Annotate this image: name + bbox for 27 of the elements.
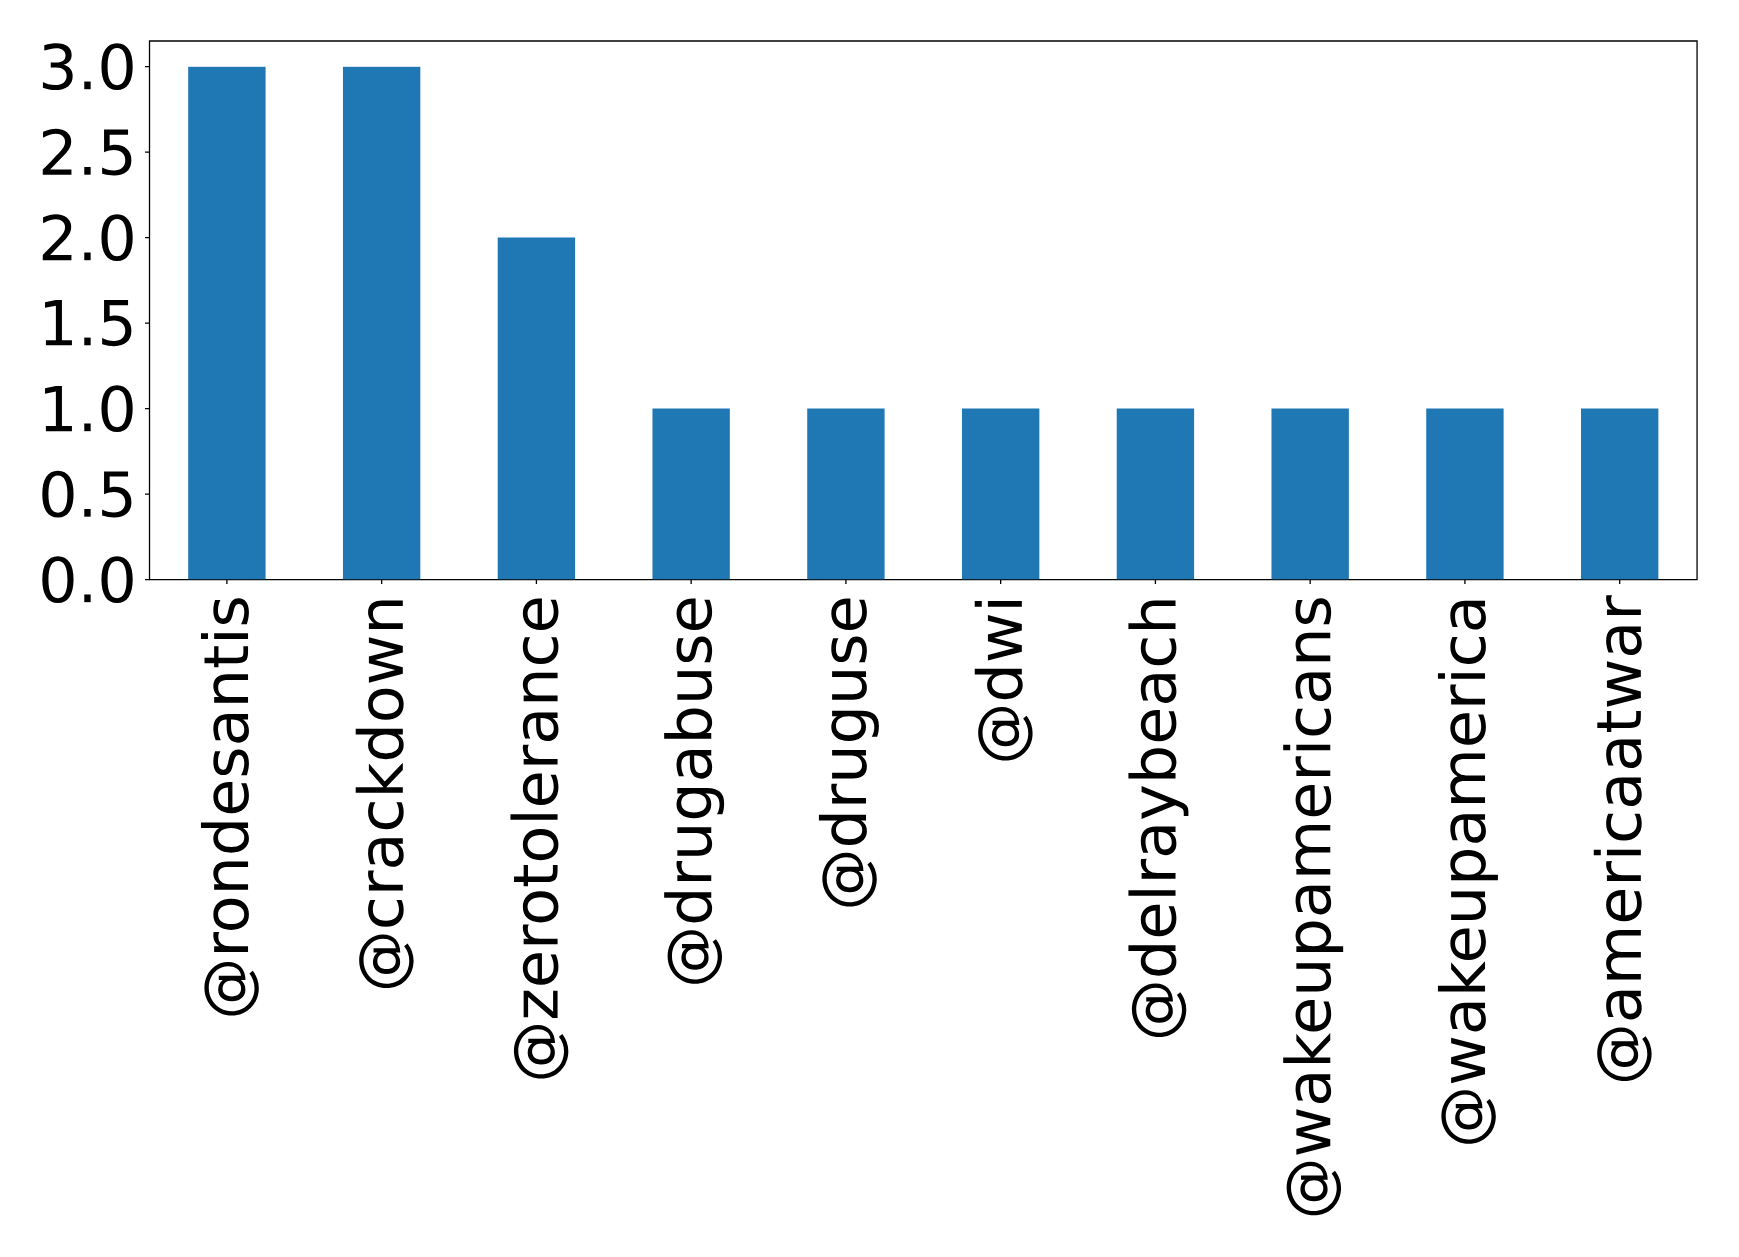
y-tick-label: 0.0 — [42, 556, 133, 604]
bar — [497, 237, 576, 580]
y-tick-label: 0.5 — [42, 470, 132, 518]
x-tick-label: @delraybeach — [1128, 600, 1189, 1037]
x-tick-label: @drugabuse — [664, 598, 725, 984]
x-tick-label: @dwi — [974, 601, 1033, 761]
x-tick-label: @wakeupamerica — [1437, 600, 1498, 1144]
y-tick-label: 1.5 — [45, 300, 132, 347]
y-tick-label: 2.5 — [42, 128, 132, 176]
bar — [1116, 408, 1195, 580]
y-tick-label: 3.0 — [42, 43, 133, 91]
x-tick-label: @druguse — [818, 598, 879, 907]
bar — [1581, 408, 1659, 580]
x-tick-label: @wakeupamericans — [1283, 598, 1344, 1216]
x-tick-label: @americaatwar — [1593, 595, 1652, 1082]
y-tick-label: 2.0 — [42, 214, 133, 262]
bar — [961, 408, 1040, 580]
bar — [188, 66, 266, 580]
bar — [1271, 408, 1349, 580]
x-tick-label: @rondesantis — [200, 598, 259, 1016]
y-tick-label: 1.0 — [45, 385, 133, 433]
bar — [1426, 408, 1504, 580]
bar — [342, 66, 421, 580]
x-tick-label: @crackdown — [355, 600, 414, 989]
bar — [807, 408, 885, 580]
bar — [652, 408, 730, 580]
x-tick-label: @zerotolerance — [510, 598, 569, 1079]
